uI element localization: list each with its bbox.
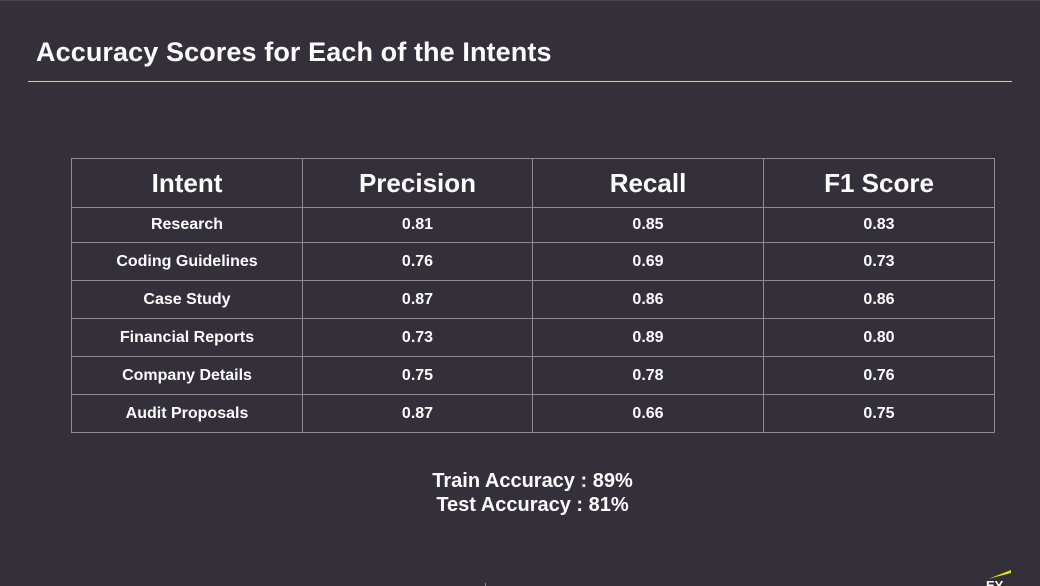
- intent-cell: Coding Guidelines: [71, 242, 303, 281]
- f1-cell: 0.80: [763, 318, 995, 357]
- intent-cell: Audit Proposals: [71, 394, 303, 433]
- logo-text: EY: [986, 578, 1004, 586]
- train-accuracy: Train Accuracy : 89%: [432, 470, 633, 492]
- intent-cell: Financial Reports: [71, 318, 303, 357]
- accuracy-table: Intent Precision Recall F1 Score Researc…: [71, 158, 995, 433]
- header-intent: Intent: [71, 158, 303, 208]
- f1-cell: 0.83: [763, 207, 995, 243]
- precision-cell: 0.87: [302, 394, 533, 433]
- recall-cell: 0.86: [532, 280, 764, 319]
- table-row: Coding Guidelines 0.76 0.69 0.73: [71, 242, 995, 281]
- intent-cell: Research: [71, 207, 303, 243]
- footer-divider: [485, 583, 486, 586]
- recall-cell: 0.85: [532, 207, 764, 243]
- recall-cell: 0.89: [532, 318, 764, 357]
- f1-cell: 0.75: [763, 394, 995, 433]
- precision-cell: 0.76: [302, 242, 533, 281]
- table-row: Research 0.81 0.85 0.83: [71, 207, 995, 243]
- table-row: Company Details 0.75 0.78 0.76: [71, 356, 995, 395]
- f1-cell: 0.73: [763, 242, 995, 281]
- recall-cell: 0.69: [532, 242, 764, 281]
- header-precision: Precision: [302, 158, 533, 208]
- table-row: Financial Reports 0.73 0.89 0.80: [71, 318, 995, 357]
- precision-cell: 0.87: [302, 280, 533, 319]
- f1-cell: 0.76: [763, 356, 995, 395]
- header-recall: Recall: [532, 158, 764, 208]
- header-f1-score: F1 Score: [763, 158, 995, 208]
- title-underline: [28, 81, 1012, 82]
- recall-cell: 0.78: [532, 356, 764, 395]
- ey-logo-icon: EY: [986, 570, 1011, 586]
- intent-cell: Case Study: [71, 280, 303, 319]
- slide-title: Accuracy Scores for Each of the Intents: [36, 37, 552, 67]
- precision-cell: 0.73: [302, 318, 533, 357]
- intent-cell: Company Details: [71, 356, 303, 395]
- test-accuracy: Test Accuracy : 81%: [436, 494, 629, 516]
- table-row: Audit Proposals 0.87 0.66 0.75: [71, 394, 995, 433]
- recall-cell: 0.66: [532, 394, 764, 433]
- f1-cell: 0.86: [763, 280, 995, 319]
- table-header-row: Intent Precision Recall F1 Score: [71, 158, 995, 208]
- precision-cell: 0.81: [302, 207, 533, 243]
- table-row: Case Study 0.87 0.86 0.86: [71, 280, 995, 319]
- precision-cell: 0.75: [302, 356, 533, 395]
